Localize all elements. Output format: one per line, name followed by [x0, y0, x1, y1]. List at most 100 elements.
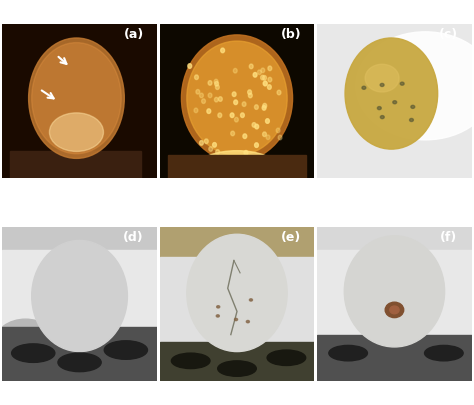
Ellipse shape	[187, 41, 287, 155]
Ellipse shape	[268, 77, 272, 82]
Bar	[10, 151, 141, 179]
Ellipse shape	[410, 118, 413, 122]
Ellipse shape	[194, 75, 199, 79]
Ellipse shape	[187, 234, 287, 352]
Ellipse shape	[344, 236, 445, 347]
Ellipse shape	[219, 97, 222, 101]
Bar	[2, 250, 157, 327]
Text: (a): (a)	[123, 28, 144, 41]
Ellipse shape	[263, 103, 267, 108]
Ellipse shape	[201, 99, 205, 103]
Ellipse shape	[208, 81, 212, 85]
Ellipse shape	[196, 90, 200, 94]
Ellipse shape	[218, 361, 256, 376]
Ellipse shape	[28, 38, 124, 158]
Ellipse shape	[240, 113, 245, 117]
Ellipse shape	[232, 92, 236, 96]
Ellipse shape	[393, 101, 397, 104]
Ellipse shape	[235, 117, 238, 122]
Ellipse shape	[235, 318, 237, 321]
Ellipse shape	[263, 75, 266, 80]
Ellipse shape	[218, 113, 222, 117]
Ellipse shape	[194, 108, 198, 113]
Ellipse shape	[214, 79, 218, 84]
Ellipse shape	[255, 143, 258, 147]
Bar	[160, 342, 314, 381]
Ellipse shape	[362, 86, 366, 90]
Ellipse shape	[234, 100, 237, 104]
Ellipse shape	[207, 109, 211, 113]
Ellipse shape	[356, 32, 474, 140]
Ellipse shape	[411, 105, 415, 109]
Ellipse shape	[262, 106, 266, 110]
Ellipse shape	[172, 353, 210, 369]
Ellipse shape	[400, 82, 404, 85]
Ellipse shape	[200, 93, 203, 98]
Ellipse shape	[182, 35, 292, 162]
Bar	[2, 327, 157, 381]
Ellipse shape	[30, 159, 92, 182]
Ellipse shape	[390, 306, 399, 314]
Text: (d): (d)	[123, 231, 144, 244]
Ellipse shape	[267, 350, 306, 365]
Ellipse shape	[215, 81, 219, 86]
Ellipse shape	[221, 48, 225, 53]
Text: (c): (c)	[439, 28, 458, 41]
Ellipse shape	[208, 93, 212, 98]
Ellipse shape	[266, 135, 270, 140]
Bar	[317, 335, 472, 381]
Ellipse shape	[249, 299, 253, 301]
Ellipse shape	[214, 97, 218, 102]
Ellipse shape	[217, 306, 220, 308]
Ellipse shape	[200, 141, 203, 145]
Ellipse shape	[263, 132, 266, 136]
Ellipse shape	[209, 147, 213, 151]
Ellipse shape	[255, 124, 259, 129]
Ellipse shape	[15, 151, 107, 190]
Ellipse shape	[246, 320, 249, 323]
Ellipse shape	[49, 113, 103, 151]
Ellipse shape	[267, 85, 271, 90]
Ellipse shape	[248, 93, 252, 98]
Ellipse shape	[276, 128, 280, 133]
Ellipse shape	[233, 68, 237, 73]
Ellipse shape	[278, 135, 282, 140]
Bar	[167, 155, 307, 179]
Ellipse shape	[380, 83, 384, 87]
Ellipse shape	[277, 90, 281, 95]
Ellipse shape	[216, 150, 219, 154]
Ellipse shape	[425, 345, 463, 361]
Ellipse shape	[252, 123, 256, 127]
Ellipse shape	[12, 344, 55, 362]
Ellipse shape	[32, 43, 121, 154]
Ellipse shape	[329, 345, 367, 361]
Ellipse shape	[104, 341, 147, 359]
Ellipse shape	[243, 134, 247, 139]
Ellipse shape	[255, 105, 258, 109]
Ellipse shape	[107, 336, 161, 379]
Ellipse shape	[199, 151, 275, 181]
Ellipse shape	[244, 151, 248, 155]
Ellipse shape	[230, 113, 234, 117]
Bar	[160, 258, 314, 342]
Ellipse shape	[345, 38, 438, 149]
Ellipse shape	[261, 68, 264, 72]
Ellipse shape	[263, 81, 267, 86]
Ellipse shape	[265, 119, 269, 124]
Ellipse shape	[58, 353, 101, 372]
Ellipse shape	[261, 75, 264, 80]
Text: (f): (f)	[440, 231, 457, 244]
Ellipse shape	[188, 64, 191, 68]
Ellipse shape	[0, 319, 56, 365]
Ellipse shape	[32, 241, 128, 352]
Bar	[317, 250, 472, 335]
Ellipse shape	[204, 139, 208, 144]
Ellipse shape	[216, 85, 219, 90]
Ellipse shape	[212, 143, 217, 147]
Ellipse shape	[249, 64, 253, 69]
Ellipse shape	[216, 315, 219, 317]
Ellipse shape	[385, 302, 404, 318]
Text: (b): (b)	[281, 28, 301, 41]
Ellipse shape	[365, 64, 399, 92]
Ellipse shape	[231, 131, 235, 136]
